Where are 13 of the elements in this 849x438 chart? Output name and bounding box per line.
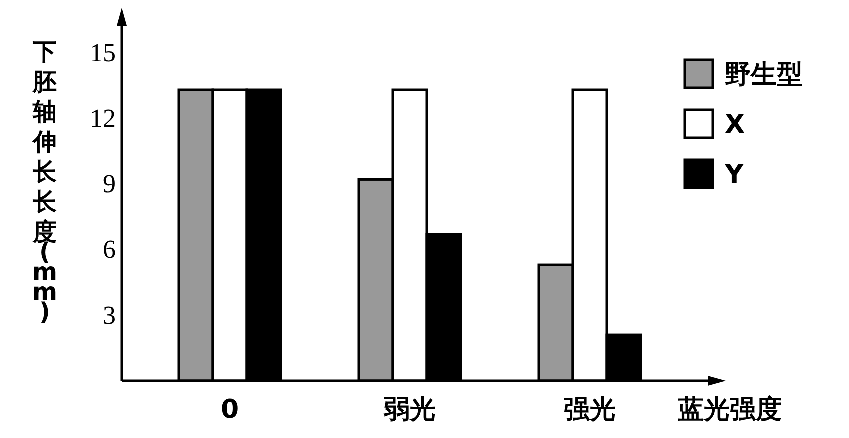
y-tick-label: 3	[103, 300, 116, 330]
text: 下胚轴伸长长度(mm)	[32, 38, 58, 326]
legend-label: Y	[724, 160, 745, 190]
legend-label: X	[725, 110, 746, 140]
x-tick-label: 强光	[564, 395, 616, 425]
y-tick-label: 9	[103, 170, 116, 199]
y-tick-label: 15	[90, 38, 116, 68]
y-tick-label: 6	[103, 235, 116, 264]
y-tick-label: 12	[90, 104, 116, 133]
x-tick-label: 弱光	[383, 395, 436, 425]
x-tick-label: 0	[220, 395, 240, 425]
x-axis-title: 蓝光强度	[677, 395, 782, 425]
legend-label: 野生型	[725, 60, 803, 90]
